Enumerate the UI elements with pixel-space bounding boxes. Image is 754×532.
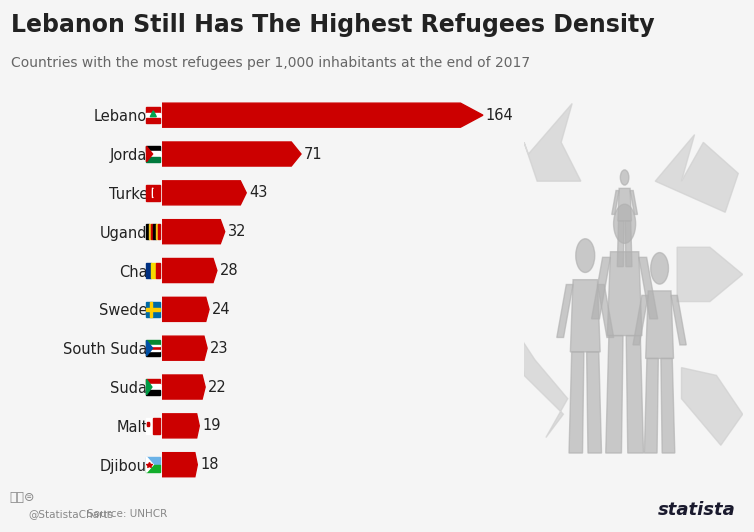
Text: Ⓒⓘ⊜: Ⓒⓘ⊜ [10,492,35,504]
Bar [147,423,149,425]
Text: 43: 43 [249,185,268,201]
Circle shape [576,239,595,272]
Bar [146,385,160,389]
Polygon shape [162,297,209,321]
Polygon shape [162,414,199,438]
Polygon shape [162,375,205,399]
Text: statista: statista [657,501,735,519]
Polygon shape [556,285,573,337]
Polygon shape [655,135,738,212]
Bar [146,302,160,317]
Text: 23: 23 [210,340,228,356]
Polygon shape [597,285,614,337]
Polygon shape [611,190,619,214]
Polygon shape [618,188,631,221]
Bar [146,156,160,162]
Text: 32: 32 [228,224,246,239]
Polygon shape [569,352,584,453]
Text: Source: UNHCR: Source: UNHCR [87,509,167,519]
Bar [146,224,149,239]
Bar [146,465,160,472]
Polygon shape [162,453,198,477]
Polygon shape [671,295,686,345]
Polygon shape [587,352,602,453]
Bar [146,340,160,346]
Polygon shape [162,103,483,127]
Bar [146,107,160,113]
Text: 164: 164 [486,107,513,123]
Text: @StatistaCharts: @StatistaCharts [29,509,114,519]
Text: 18: 18 [201,457,219,472]
Polygon shape [633,295,648,345]
Polygon shape [605,336,623,453]
Bar [146,263,151,278]
Polygon shape [524,104,581,181]
Polygon shape [639,257,657,319]
Text: Countries with the most refugees per 1,000 inhabitants at the end of 2017: Countries with the most refugees per 1,0… [11,56,530,70]
Bar [149,302,152,317]
Circle shape [614,204,636,243]
Bar [146,418,153,434]
Text: 28: 28 [220,263,238,278]
Polygon shape [630,190,637,214]
Polygon shape [626,336,643,453]
Bar [146,118,160,123]
Polygon shape [162,220,225,244]
Polygon shape [520,337,568,437]
Bar [149,224,151,239]
Polygon shape [146,379,152,395]
Polygon shape [625,221,632,267]
Bar [153,224,155,239]
Polygon shape [570,280,600,352]
Bar [155,224,158,239]
Polygon shape [645,291,673,359]
Polygon shape [607,252,642,336]
Bar [146,346,160,351]
Polygon shape [682,368,743,445]
Bar [146,345,160,346]
Bar [153,418,160,434]
Bar [146,379,160,385]
Bar [146,113,160,118]
Circle shape [621,170,629,185]
Bar [146,457,160,465]
Bar [146,307,160,311]
Bar [146,389,160,395]
Bar [146,351,160,356]
Bar [158,224,160,239]
Text: Lebanon Still Has The Highest Refugees Density: Lebanon Still Has The Highest Refugees D… [11,13,655,37]
Polygon shape [618,221,624,267]
Text: 24: 24 [212,302,231,317]
Bar [155,263,160,278]
Bar [147,422,149,426]
Polygon shape [661,359,675,453]
Polygon shape [146,457,153,472]
Polygon shape [146,340,152,356]
Polygon shape [162,181,247,205]
Polygon shape [162,142,301,166]
Text: 71: 71 [304,146,323,162]
Bar [146,152,160,156]
Polygon shape [592,257,611,319]
Bar [151,263,155,278]
Polygon shape [162,259,217,282]
Bar [146,185,160,201]
Text: 19: 19 [202,418,221,434]
Text: 22: 22 [208,379,227,395]
Polygon shape [146,146,152,162]
Circle shape [651,253,669,284]
Polygon shape [150,111,156,117]
Polygon shape [645,359,658,453]
Bar [146,146,160,152]
Bar [151,224,153,239]
Polygon shape [677,247,743,302]
Polygon shape [162,336,207,360]
